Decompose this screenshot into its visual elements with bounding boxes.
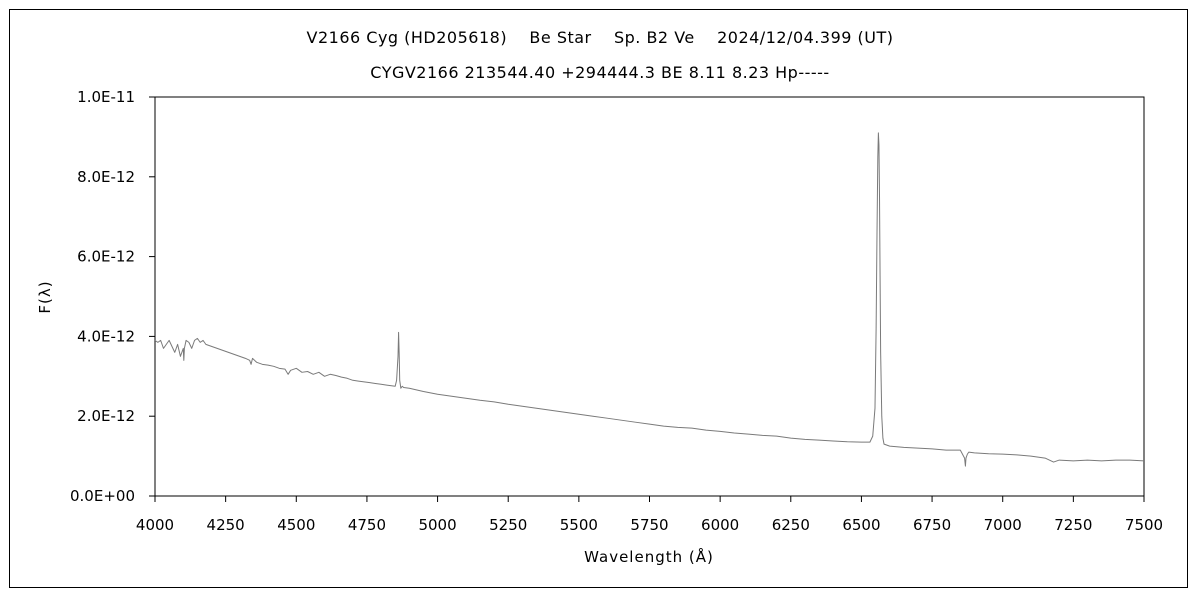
x-tick-label: 7250	[1054, 516, 1092, 534]
x-tick-label: 6250	[772, 516, 810, 534]
x-tick-label: 4500	[277, 516, 315, 534]
y-axis: 0.0E+00 2.0E-12 4.0E-12 6.0E-12 8.0E-12 1.0E-…	[70, 88, 155, 505]
y-tick-label: 0.0E+00	[70, 487, 135, 505]
x-tick-label: 5000	[418, 516, 456, 534]
x-tick-label: 7500	[1125, 516, 1163, 534]
series-layer	[154, 132, 1145, 467]
x-axis-label: Wavelength (Å)	[584, 547, 714, 566]
x-tick-label: 4250	[207, 516, 245, 534]
x-tick-label: 5250	[489, 516, 527, 534]
spectrum-series-line	[154, 132, 1145, 467]
y-tick-label: 8.0E-12	[77, 168, 135, 186]
x-tick-label: 5750	[630, 516, 668, 534]
x-tick-label: 5500	[560, 516, 598, 534]
y-tick-label: 6.0E-12	[77, 248, 135, 266]
chart-frame	[9, 9, 1188, 588]
chart-subtitle: CYGV2166 213544.40 +294444.3 BE 8.11 8.2…	[370, 63, 830, 82]
plot-area	[154, 96, 1145, 497]
x-tick-label: 6500	[842, 516, 880, 534]
x-tick-label: 6000	[701, 516, 739, 534]
x-tick-label: 4000	[136, 516, 174, 534]
y-tick-label: 2.0E-12	[77, 407, 135, 425]
x-axis: 4000 4250 4500 4750 5000 5250 5500 5750 6000 6250…	[136, 496, 1163, 534]
chart-title: V2166 Cyg (HD205618) Be Star Sp. B2 Ve 2…	[306, 28, 894, 47]
x-tick-label: 4750	[348, 516, 386, 534]
y-axis-label: F(λ)	[36, 280, 54, 313]
y-tick-label: 4.0E-12	[77, 327, 135, 345]
y-tick-label: 1.0E-11	[77, 88, 135, 106]
x-tick-label: 6750	[913, 516, 951, 534]
x-tick-label: 7000	[984, 516, 1022, 534]
